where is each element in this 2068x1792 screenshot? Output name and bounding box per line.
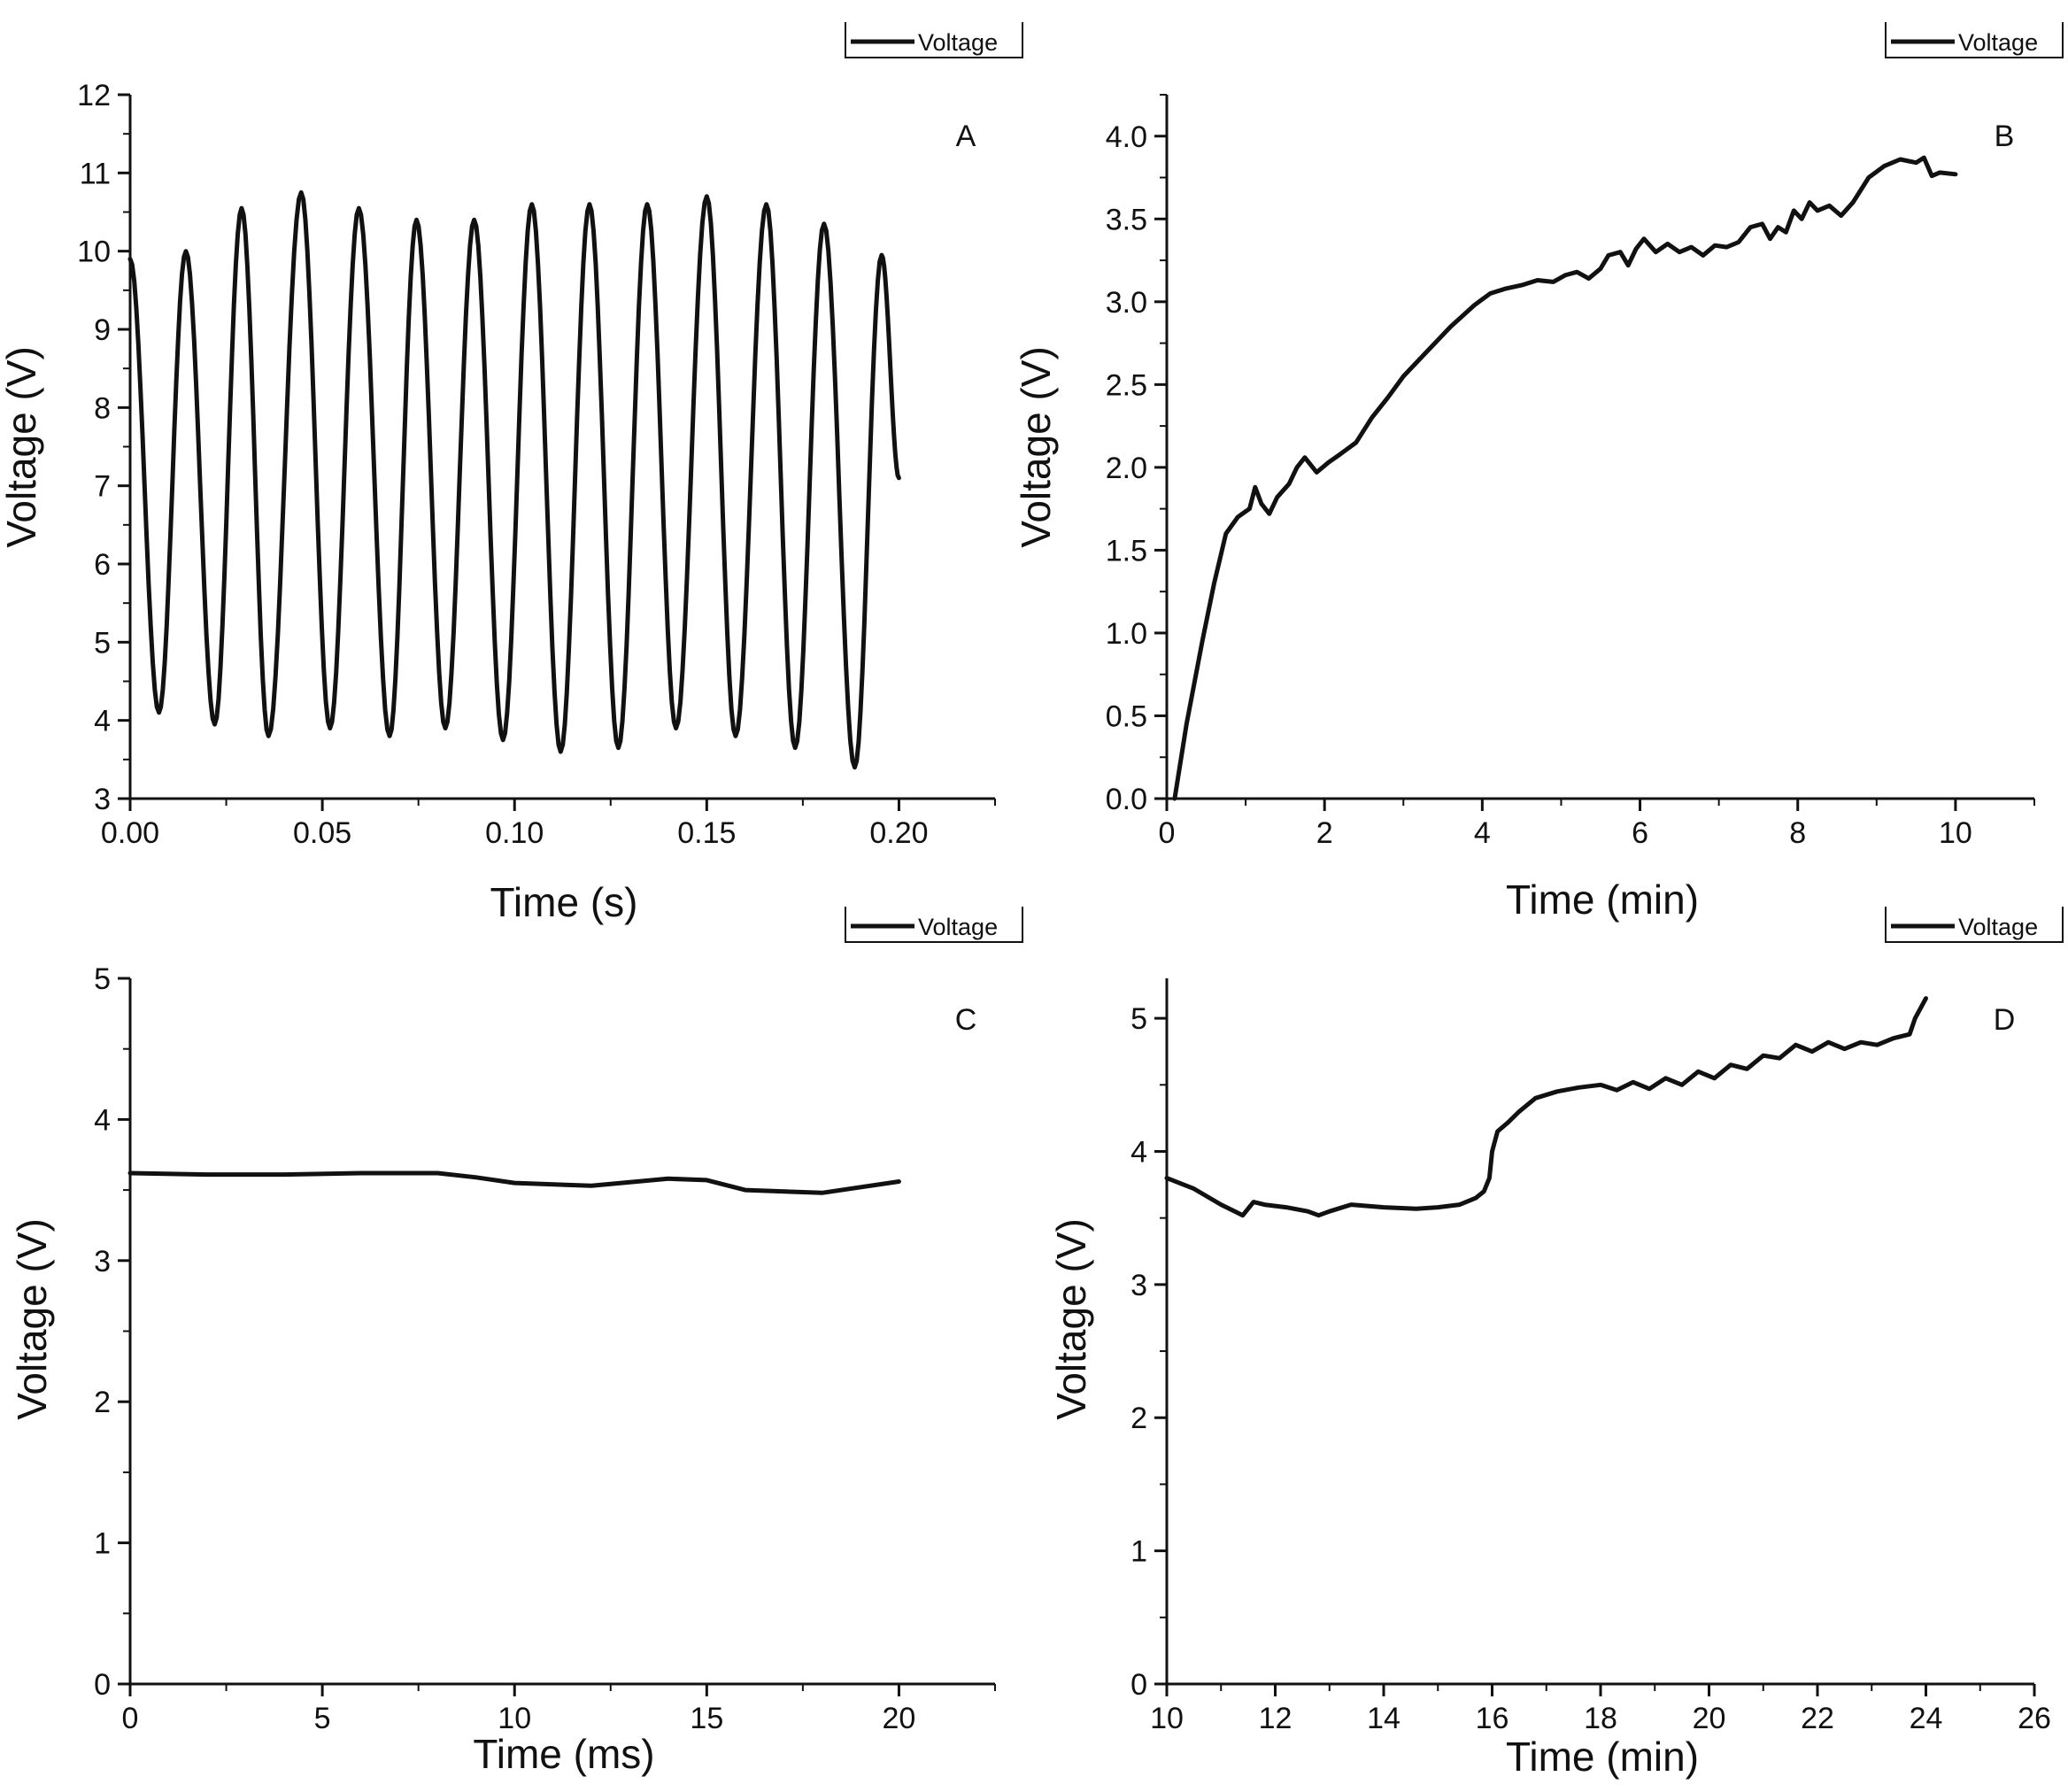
y-axis-title: Voltage (V) [1048, 1218, 1094, 1420]
x-tick-label: 16 [1476, 1702, 1509, 1735]
series-line-voltage [1172, 155, 1958, 801]
x-axis-title: Time (s) [490, 879, 638, 925]
y-tick-label: 2.5 [1106, 368, 1147, 402]
y-tick-label: 1.5 [1106, 534, 1147, 568]
y-tick-label: 1 [1130, 1535, 1147, 1569]
x-tick-label: 10 [1150, 1702, 1184, 1735]
legend: Voltage [845, 907, 1023, 943]
y-tick-label: 5 [94, 626, 111, 660]
x-tick-label: 5 [314, 1702, 331, 1735]
series-line-voltage [127, 189, 901, 770]
series-line-voltage [1164, 996, 1928, 1218]
y-tick-label: 4 [1130, 1135, 1147, 1169]
legend-label: Voltage [918, 29, 998, 56]
y-tick-label: 2 [1130, 1402, 1147, 1435]
y-tick-label: 10 [77, 236, 111, 269]
panel-label: B [1995, 120, 2015, 153]
x-tick-label: 2 [1316, 816, 1333, 850]
y-tick-label: 0.5 [1106, 699, 1147, 733]
y-tick-label: 1 [94, 1527, 111, 1561]
x-tick-label: 8 [1789, 816, 1806, 850]
y-tick-label: 0 [1130, 1668, 1147, 1702]
series-line-voltage [127, 1170, 901, 1195]
chart-panel-a: 0.00 0.05 0.10 0.15 0.20 3 4 5 6 7 8 9 10 11 12 Time (s… [0, 22, 1023, 925]
x-tick-label: 20 [1693, 1702, 1726, 1735]
x-tick-label: 10 [498, 1702, 531, 1735]
legend: Voltage [1885, 907, 2064, 943]
y-tick-label: 6 [94, 548, 111, 582]
y-tick-label: 0.0 [1106, 783, 1147, 816]
y-tick-label: 11 [80, 157, 111, 190]
x-tick-label: 0.20 [869, 816, 928, 850]
y-tick-label: 3 [94, 783, 111, 816]
panel-label: C [955, 1003, 977, 1037]
y-tick-label: 2.0 [1106, 452, 1147, 485]
x-tick-label: 20 [883, 1702, 916, 1735]
legend-frame [1885, 22, 2064, 58]
legend-label: Voltage [918, 914, 998, 940]
legend-frame [845, 907, 1023, 943]
x-tick-label: 0.15 [677, 816, 736, 850]
x-tick-label: 24 [1910, 1702, 1943, 1735]
y-tick-label: 3.5 [1106, 203, 1147, 236]
y-tick-label: 12 [77, 79, 111, 112]
x-tick-label: 22 [1801, 1702, 1834, 1735]
y-tick-label: 0 [94, 1668, 111, 1702]
x-tick-label: 0 [122, 1702, 139, 1735]
legend-frame [1885, 907, 2064, 943]
y-tick-label: 3.0 [1106, 286, 1147, 320]
x-axis-title: Time (min) [1506, 1734, 1699, 1780]
x-tick-label: 0.05 [293, 816, 351, 850]
x-tick-label: 4 [1474, 816, 1491, 850]
legend-frame [845, 22, 1023, 58]
y-tick-label: 1.0 [1106, 617, 1147, 651]
y-tick-label: 4 [94, 1103, 111, 1137]
x-tick-label: 15 [690, 1702, 723, 1735]
y-axis-title: Voltage (V) [9, 1218, 55, 1420]
legend: Voltage [1885, 22, 2064, 58]
x-axis-title: Time (ms) [473, 1731, 654, 1777]
y-tick-label: 4 [94, 705, 111, 738]
x-axis-title: Time (min) [1506, 877, 1699, 923]
legend-label: Voltage [1958, 914, 2038, 940]
x-tick-label: 26 [2018, 1702, 2051, 1735]
panel-label: D [1994, 1003, 2016, 1037]
legend-label: Voltage [1958, 29, 2038, 56]
x-tick-label: 12 [1259, 1702, 1292, 1735]
x-tick-label: 14 [1367, 1702, 1401, 1735]
y-tick-label: 3 [1130, 1269, 1147, 1302]
x-tick-label: 0.10 [485, 816, 544, 850]
x-tick-label: 10 [1939, 816, 1972, 850]
x-tick-label: 18 [1584, 1702, 1617, 1735]
panel-label: A [956, 120, 976, 153]
x-tick-label: 0.00 [101, 816, 159, 850]
x-tick-label: 0 [1159, 816, 1176, 850]
y-tick-label: 3 [94, 1245, 111, 1278]
legend: Voltage [845, 22, 1023, 58]
y-axis-title: Voltage (V) [1013, 346, 1059, 548]
chart-panel-b: 0 2 4 6 8 10 0.0 0.5 1.0 1.5 2.0 2.5 3.0 3.5 4.0 Time (… [1013, 22, 2064, 923]
y-tick-label: 8 [94, 391, 111, 425]
x-tick-label: 6 [1632, 816, 1648, 850]
y-axis-title: Voltage (V) [0, 346, 44, 548]
y-tick-label: 9 [94, 313, 111, 347]
y-tick-label: 2 [94, 1386, 111, 1419]
y-tick-label: 7 [94, 470, 111, 504]
y-tick-label: 5 [94, 962, 111, 996]
y-tick-label: 5 [1130, 1002, 1147, 1036]
chart-panel-c: 0 5 10 15 20 0 1 2 3 4 5 Time (ms) Voltage (V) C Volta… [9, 907, 1023, 1777]
y-tick-label: 4.0 [1106, 120, 1147, 154]
